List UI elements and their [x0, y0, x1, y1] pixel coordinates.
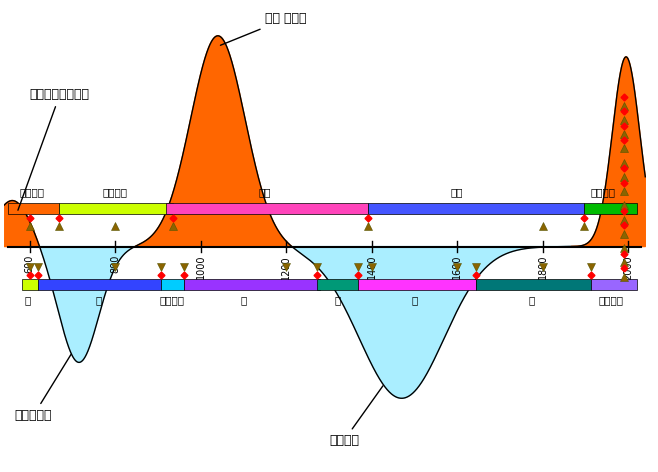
Text: 1400: 1400: [367, 255, 377, 279]
Bar: [38, 278, 161, 290]
Text: 1000: 1000: [196, 255, 206, 279]
Text: 로마시대기후최적: 로마시대기후최적: [18, 88, 89, 210]
Bar: [166, 203, 368, 214]
Text: 송: 송: [240, 295, 247, 305]
Text: 600: 600: [25, 255, 35, 273]
Text: 2000: 2000: [623, 255, 633, 279]
Text: 대한민국: 대한민국: [590, 187, 615, 198]
Text: 오대십국: 오대십국: [160, 295, 185, 305]
Text: 조선: 조선: [451, 187, 463, 198]
Text: 1800: 1800: [538, 255, 547, 279]
Text: 동일신라: 동일신라: [103, 187, 128, 198]
Bar: [368, 203, 584, 214]
Text: 중화민국: 중화민국: [599, 295, 624, 305]
Bar: [316, 278, 358, 290]
Text: 명: 명: [411, 295, 418, 305]
Bar: [476, 278, 591, 290]
Bar: [9, 203, 59, 214]
Text: 청: 청: [529, 295, 535, 305]
Bar: [358, 278, 476, 290]
Bar: [184, 278, 320, 290]
Text: 원: 원: [334, 295, 341, 305]
Text: 고려: 고려: [259, 187, 271, 198]
Text: 중세암흑기: 중세암흑기: [15, 354, 71, 421]
Bar: [584, 203, 637, 214]
Text: 1200: 1200: [281, 255, 291, 279]
Bar: [161, 278, 184, 290]
Text: 당: 당: [95, 295, 101, 305]
Bar: [22, 278, 38, 290]
Text: 1600: 1600: [452, 255, 462, 279]
Bar: [59, 203, 173, 214]
Text: 중세 온난기: 중세 온난기: [220, 12, 307, 45]
Bar: [591, 278, 637, 290]
Text: 삼국시대: 삼국시대: [20, 187, 45, 198]
Text: 800: 800: [111, 255, 120, 273]
Text: 수: 수: [24, 295, 31, 305]
Text: 소빙하기: 소빙하기: [329, 386, 383, 447]
